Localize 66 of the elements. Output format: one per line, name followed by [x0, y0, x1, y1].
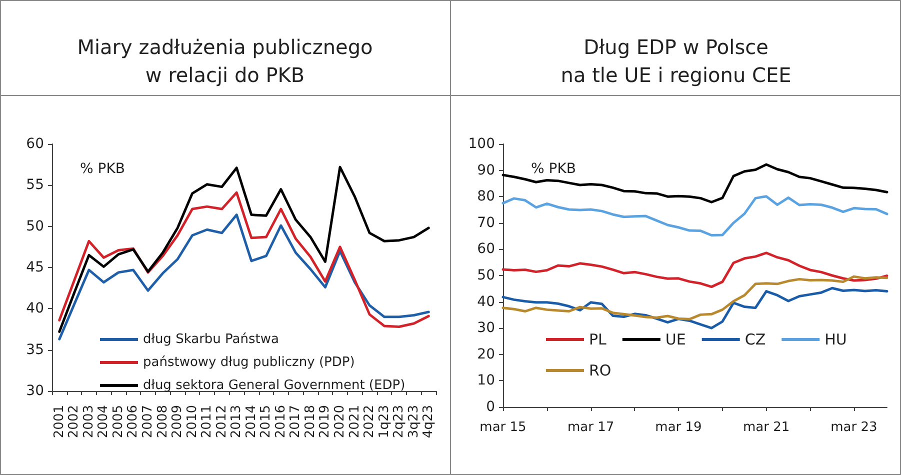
y-tick-label: 50 — [477, 268, 495, 284]
x-tick-label: 2005 — [110, 405, 126, 438]
chart-title: Miary zadłużenia publicznego w relacji do PKB — [77, 35, 373, 87]
x-tick-label: 2q23 — [392, 405, 407, 438]
line-series — [58, 191, 430, 328]
x-tick-label: 2018 — [302, 405, 318, 438]
legend-label: HU — [824, 330, 847, 348]
x-tick-label: 2011 — [200, 405, 215, 438]
x-tick-label: 2002 — [66, 405, 82, 438]
y-tick-label: 60 — [26, 136, 44, 152]
x-tick-label: 1q23 — [376, 405, 392, 438]
x-tick-label: mar 19 — [655, 420, 702, 435]
x-tick-label: 2016 — [273, 405, 288, 438]
x-tick-label: 2008 — [155, 405, 170, 438]
y-tick-label: 100 — [468, 136, 495, 152]
x-tick-label: 2010 — [184, 405, 200, 438]
legend-label: CZ — [744, 330, 766, 348]
line-series — [502, 195, 888, 237]
x-tick-label: 2012 — [214, 405, 230, 438]
x-tick-label: 4q23 — [421, 405, 436, 438]
chart-title: Dług EDP w Polsce na tle UE i regionu CEE — [560, 35, 792, 87]
line-series — [502, 252, 888, 288]
x-tick-label: 2017 — [288, 405, 304, 438]
y-tick-label: 70 — [477, 214, 495, 231]
y-axis-title: % PKB — [80, 161, 125, 177]
x-tick-label: mar 15 — [480, 420, 526, 435]
y-tick-label: 90 — [477, 162, 495, 178]
legend-label: państwowy dług publiczny (PDP) — [143, 355, 355, 370]
y-tick-label: 10 — [477, 372, 495, 389]
legend-label: dług Skarbu Państwa — [143, 332, 279, 347]
x-tick-label: 2004 — [96, 405, 112, 438]
x-tick-label: 2014 — [244, 405, 259, 438]
y-tick-label: 55 — [26, 177, 44, 194]
x-tick-label: 2019 — [318, 405, 333, 438]
y-tick-label: 20 — [477, 346, 495, 362]
y-tick-label: 30 — [26, 383, 44, 399]
y-tick-label: 50 — [26, 218, 44, 234]
x-tick-label: 2003 — [81, 405, 96, 438]
x-tick-label: 2006 — [126, 405, 141, 438]
x-tick-label: mar 17 — [567, 420, 614, 435]
y-tick-label: 30 — [477, 320, 495, 336]
y-tick-label: 80 — [477, 188, 495, 205]
y-tick-label: 0 — [486, 399, 495, 415]
x-tick-label: 2013 — [229, 405, 244, 438]
line-series — [502, 275, 888, 320]
x-tick-label: 2020 — [332, 405, 348, 438]
legend-label: PL — [589, 330, 608, 348]
y-tick-label: 45 — [26, 260, 44, 276]
x-tick-label: mar 23 — [830, 420, 878, 435]
x-tick-label: 3q23 — [406, 405, 422, 438]
x-tick-label: 2022 — [362, 405, 378, 438]
y-tick-label: 60 — [477, 241, 495, 258]
y-tick-label: 40 — [26, 300, 44, 317]
legend-label: RO — [589, 362, 612, 380]
y-axis-title: % PKB — [531, 161, 576, 177]
x-tick-label: 2007 — [140, 405, 156, 438]
y-tick-label: 35 — [26, 342, 44, 358]
line-series — [502, 163, 888, 204]
legend-label: UE — [665, 330, 686, 348]
x-tick-label: 2001 — [52, 405, 67, 438]
x-tick-label: 2015 — [258, 405, 274, 438]
legend-label: dług sektora General Government (EDP) — [143, 378, 406, 393]
x-tick-label: 2009 — [170, 405, 186, 438]
y-tick-label: 40 — [477, 294, 495, 310]
x-tick-label: mar 21 — [742, 420, 790, 435]
x-tick-label: 2021 — [347, 405, 362, 438]
